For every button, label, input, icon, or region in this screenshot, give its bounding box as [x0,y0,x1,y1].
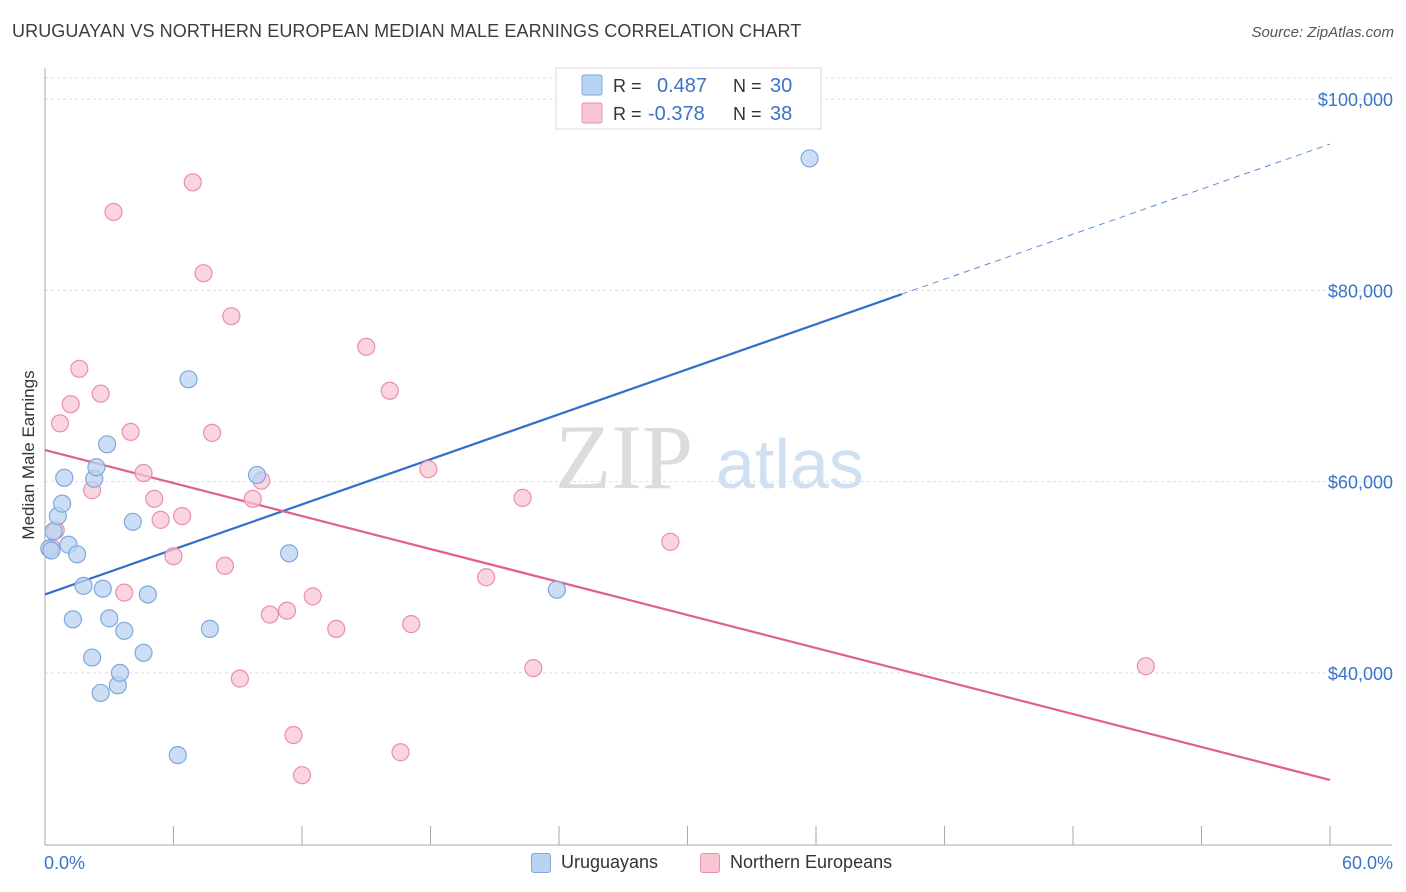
northern-europeans-point [61,395,80,414]
bottom-legend: Uruguayans Northern Europeans [0,852,1406,878]
uruguayans-point [44,522,63,541]
legend-swatch-uruguayans [581,74,603,96]
y-axis-title-group: Median Male Earnings [19,370,38,539]
uruguayans-point [42,541,61,560]
northern-europeans-point [115,583,134,602]
uruguayans-point [100,609,119,628]
northern-europeans-point [303,587,322,606]
legend-r-value-1: 0.487 [657,75,707,97]
uruguayans-point [110,663,130,682]
northern-europeans-point [402,615,421,634]
watermark-zip: ZIP [555,406,693,508]
northern-europeans-point [243,489,262,508]
uruguayans-point [200,619,220,638]
legend-label-northern-europeans: Northern Europeans [730,852,893,872]
northern-europeans-point [661,532,680,551]
legend-item-uruguayans: Uruguayans [531,852,658,873]
northern-europeans-point [327,619,346,638]
legend-n-value-2: 38 [770,103,792,125]
northern-europeans-point [1136,657,1155,676]
northern-europeans-point [104,202,123,222]
x-tick-label-min: 0.0% [44,853,85,873]
legend-n-label-1: N = [733,76,762,96]
legend-swatch-pink [700,852,720,873]
chart-source: Source: ZipAtlas.com [1251,24,1394,41]
watermark: ZIP atlas [555,406,864,508]
watermark-atlas: atlas [716,425,864,503]
uruguayans-point [68,545,87,564]
uruguayans-point [800,149,819,168]
chart-title: URUGUAYAN VS NORTHERN EUROPEAN MEDIAN MA… [12,21,802,41]
northern-europeans-point [380,381,399,400]
uruguayans-trend-line [44,293,903,596]
legend-item-northern-europeans: Northern Europeans [700,852,892,873]
uruguayans-point [115,621,134,640]
uruguayans-point [74,576,93,595]
y-axis-title: Median Male Earnings [19,370,38,539]
northern-europeans-point [292,766,312,785]
uruguayans-point [547,580,566,599]
northern-europeans-point [524,658,543,678]
northern-europeans-point [91,384,110,403]
northern-europeans-point [230,669,249,688]
northern-europeans-point [357,337,376,356]
northern-europeans-point [215,556,234,575]
uruguayans-point [138,585,157,604]
northern-europeans-point [513,488,532,507]
uruguayans-point [63,610,82,629]
y-tick-label: $80,000 [1328,281,1393,301]
y-tick-label: $60,000 [1328,473,1393,493]
northern-europeans-point [50,414,70,433]
northern-europeans-point [391,743,410,762]
uruguayans-point [168,746,187,765]
northern-europeans-point [202,423,222,442]
northern-europeans-point [70,359,89,378]
uruguayans-point [280,544,299,563]
northern-europeans-point [164,547,183,566]
northern-europeans-point [277,601,297,620]
uruguayans-point [247,465,267,485]
uruguayans-point [123,512,142,531]
x-tick-label-max: 60.0% [1342,853,1393,873]
uruguayans-point [53,494,72,513]
legend-label-uruguayans: Uruguayans [561,852,659,872]
legend-r-label-1: R = [613,76,642,96]
legend-swatch-northern-europeans [581,102,603,124]
legend-box: R = 0.487 N = 30 R = -0.378 N = 38 [555,67,822,130]
uruguayans-point [83,648,102,667]
northern-europeans-point [151,510,170,529]
y-tick-label: $100,000 [1318,90,1393,110]
northern-europeans-point [172,506,192,526]
northern-europeans-point [284,725,303,745]
uruguayans-point [91,683,110,703]
northern-europeans-point [222,307,241,326]
y-tick-label: $40,000 [1328,664,1393,684]
uruguayans-point [134,643,153,662]
legend-r-label-2: R = [613,104,642,124]
northern-europeans-point [121,422,140,441]
northern-europeans-point [477,568,496,587]
northern-europeans-point [419,460,438,479]
legend-n-label-2: N = [733,104,762,124]
northern-europeans-point [145,489,164,508]
northern-europeans-point [260,605,279,624]
axes: 0.0% 60.0% [44,68,1393,873]
legend-n-value-1: 30 [770,75,792,97]
legend-r-value-2: -0.378 [648,103,705,125]
uruguayans-point [87,458,106,477]
northern-europeans-point [183,173,202,192]
northern-europeans-point [194,264,213,283]
uruguayans-point [55,468,74,487]
uruguayans-point [98,435,117,454]
uruguayans-trend-extension [901,143,1331,295]
data-points [40,149,1155,785]
legend-swatch-blue [531,852,551,873]
northern-europeans-point [134,463,153,483]
grid: $40,000 $60,000 $80,000 $100,000 [45,77,1393,684]
uruguayans-point [93,579,112,598]
uruguayans-point [179,370,198,389]
